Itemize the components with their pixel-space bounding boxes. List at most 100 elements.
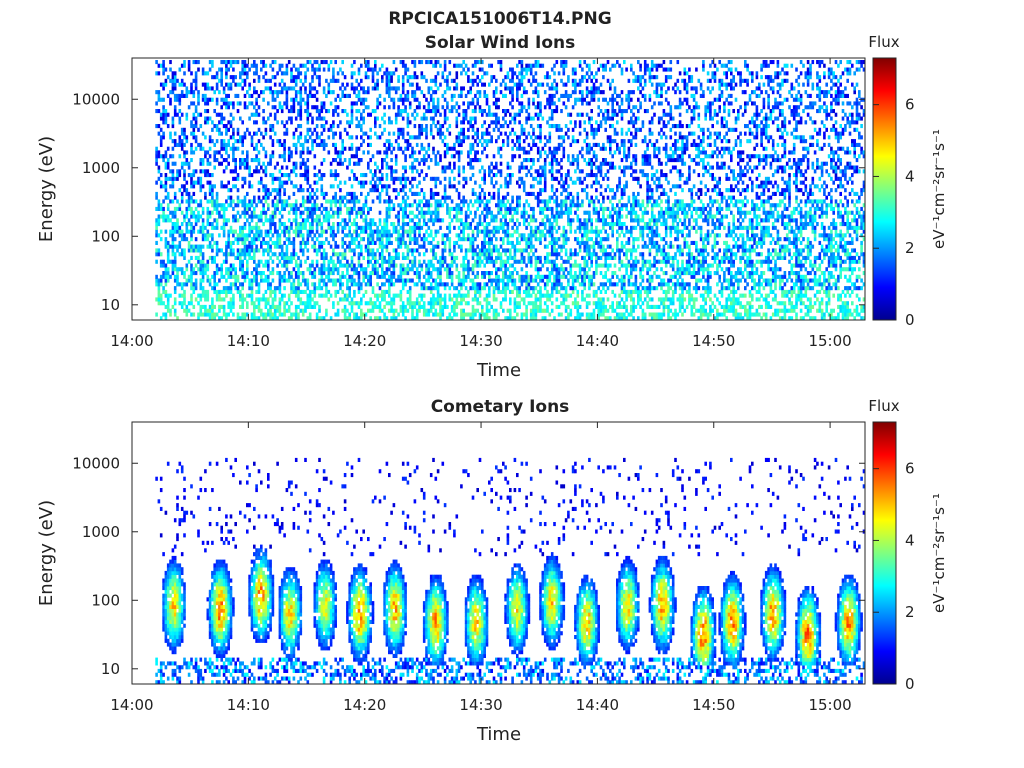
heatmap-cell bbox=[504, 206, 507, 211]
heatmap-cell bbox=[290, 222, 293, 227]
heatmap-cell bbox=[327, 86, 331, 91]
heatmap-cell bbox=[467, 225, 470, 230]
heatmap-cell bbox=[353, 267, 356, 272]
heatmap-cell bbox=[294, 263, 298, 268]
heatmap-cell bbox=[425, 248, 428, 253]
heatmap-cell bbox=[492, 286, 496, 291]
heatmap-cell bbox=[294, 274, 298, 279]
heatmap-cell bbox=[353, 206, 356, 211]
heatmap-cell bbox=[260, 244, 263, 249]
heatmap-cell bbox=[439, 158, 442, 163]
heatmap-cell bbox=[460, 90, 463, 95]
heatmap-cell bbox=[513, 210, 517, 215]
heatmap-cell bbox=[166, 301, 170, 306]
heatmap-cell bbox=[506, 255, 510, 260]
heatmap-cell bbox=[527, 240, 531, 245]
heatmap-cell bbox=[313, 154, 317, 159]
heatmap-cell bbox=[218, 127, 221, 132]
heatmap-cell bbox=[297, 229, 300, 234]
heatmap-cell bbox=[227, 229, 230, 234]
heatmap-cell bbox=[190, 120, 193, 125]
heatmap-cell bbox=[348, 120, 351, 125]
heatmap-cell bbox=[427, 263, 431, 268]
heatmap-cell bbox=[322, 86, 326, 91]
heatmap-cell bbox=[453, 312, 456, 317]
heatmap-cell bbox=[388, 282, 391, 287]
heatmap-cell bbox=[308, 304, 312, 309]
heatmap-cell bbox=[378, 199, 382, 204]
heatmap-cell bbox=[420, 267, 424, 272]
heatmap-cell bbox=[283, 180, 286, 185]
heatmap-cell bbox=[509, 255, 512, 260]
heatmap-cell bbox=[313, 240, 317, 245]
heatmap-cell bbox=[166, 240, 170, 245]
heatmap-cell bbox=[204, 271, 207, 276]
heatmap-cell bbox=[173, 278, 177, 283]
heatmap-cell bbox=[215, 203, 219, 208]
heatmap-cell bbox=[206, 222, 210, 227]
heatmap-cell bbox=[343, 146, 347, 151]
heatmap-cell bbox=[497, 105, 500, 110]
heatmap-cell bbox=[525, 278, 528, 283]
heatmap-cell bbox=[308, 293, 312, 298]
heatmap-cell bbox=[241, 86, 244, 91]
heatmap-cell bbox=[260, 297, 263, 302]
heatmap-cell bbox=[492, 93, 496, 98]
heatmap-cell bbox=[339, 180, 342, 185]
heatmap-cell bbox=[236, 255, 240, 260]
heatmap-cell bbox=[343, 225, 347, 230]
heatmap-cell bbox=[178, 301, 182, 306]
heatmap-cell bbox=[190, 180, 193, 185]
heatmap-cell bbox=[225, 244, 228, 249]
heatmap-cell bbox=[371, 78, 375, 83]
heatmap-cell bbox=[232, 60, 235, 65]
heatmap-cell bbox=[306, 112, 310, 117]
heatmap-cell bbox=[248, 240, 251, 245]
heatmap-cell bbox=[273, 105, 277, 110]
heatmap-cell bbox=[334, 142, 337, 147]
heatmap-cell bbox=[443, 120, 447, 125]
heatmap-cell bbox=[211, 248, 214, 253]
heatmap-cell bbox=[401, 90, 405, 95]
heatmap-cell bbox=[276, 93, 279, 98]
heatmap-cell bbox=[294, 67, 298, 72]
heatmap-cell bbox=[432, 255, 435, 260]
heatmap-cell bbox=[509, 263, 512, 268]
heatmap-cell bbox=[390, 297, 393, 302]
heatmap-cell bbox=[306, 297, 310, 302]
heatmap-cell bbox=[397, 191, 400, 196]
heatmap-cell bbox=[364, 218, 368, 223]
heatmap-cell bbox=[269, 248, 272, 253]
heatmap-cell bbox=[222, 259, 226, 264]
heatmap-cell bbox=[206, 180, 210, 185]
heatmap-cell bbox=[364, 71, 368, 76]
heatmap-cell bbox=[525, 199, 528, 204]
heatmap-cell bbox=[397, 112, 400, 117]
heatmap-cell bbox=[348, 289, 351, 294]
heatmap-cell bbox=[201, 158, 205, 163]
heatmap-cell bbox=[439, 131, 442, 136]
heatmap-cell bbox=[157, 176, 161, 181]
heatmap-cell bbox=[157, 165, 161, 170]
heatmap-cell bbox=[285, 252, 289, 257]
heatmap-cell bbox=[301, 210, 305, 215]
heatmap-cell bbox=[378, 293, 382, 298]
heatmap-cell bbox=[192, 225, 196, 230]
heatmap-cell bbox=[236, 131, 240, 136]
heatmap-cell bbox=[360, 252, 363, 257]
heatmap-cell bbox=[304, 109, 307, 114]
heatmap-cell bbox=[399, 233, 403, 238]
heatmap-cell bbox=[392, 105, 396, 110]
heatmap-cell bbox=[218, 90, 221, 95]
heatmap-cell bbox=[280, 252, 284, 257]
heatmap-cell bbox=[357, 278, 361, 283]
heatmap-cell bbox=[190, 199, 193, 204]
heatmap-cell bbox=[408, 75, 412, 80]
heatmap-cell bbox=[374, 82, 377, 87]
heatmap-cell bbox=[246, 206, 249, 211]
heatmap-cell bbox=[376, 259, 379, 264]
heatmap-cell bbox=[401, 312, 405, 317]
heatmap-cell bbox=[385, 146, 389, 151]
heatmap-cell bbox=[488, 301, 491, 306]
heatmap-cell bbox=[211, 188, 214, 193]
